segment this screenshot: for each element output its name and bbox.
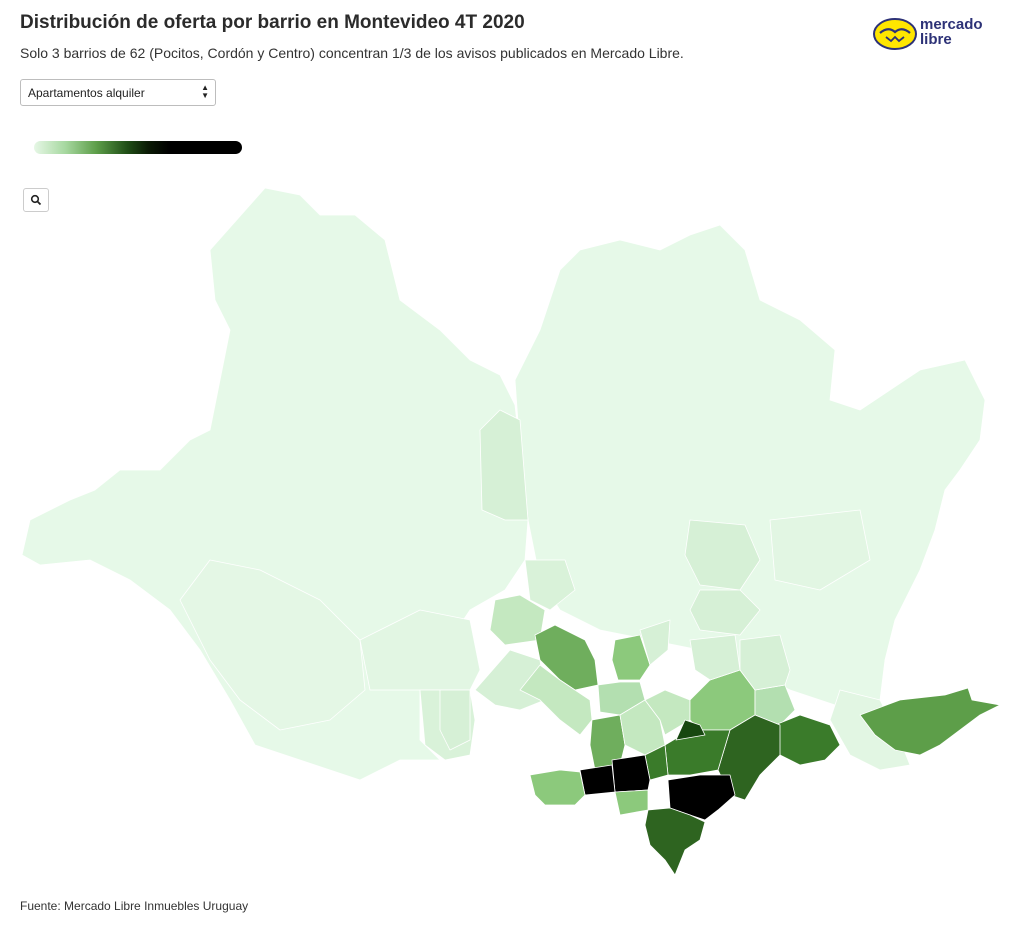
color-legend	[34, 141, 242, 154]
mercado-libre-logo: mercado libre	[872, 14, 1002, 54]
barrio-union[interactable]	[689, 589, 761, 636]
sort-arrows-icon: ▲ ▼	[201, 83, 209, 100]
source-note: Fuente: Mercado Libre Inmuebles Uruguay	[20, 899, 249, 913]
logo-text-line1: mercado	[920, 16, 983, 33]
handshake-logo-icon	[873, 18, 917, 50]
search-icon	[30, 194, 42, 206]
barrio-parque-rodo[interactable]	[614, 789, 649, 816]
barrio-centro[interactable]	[579, 764, 616, 796]
barrio-noreste[interactable]	[514, 224, 986, 711]
barrio-cerro-norte[interactable]	[359, 609, 481, 691]
map-subtitle: Solo 3 barrios de 62 (Pocitos, Cordón y …	[20, 45, 684, 61]
barrio-capurro[interactable]	[519, 664, 593, 736]
barrio-cordon[interactable]	[611, 754, 651, 793]
barrio-punta-carretas[interactable]	[644, 807, 706, 876]
map-title: Distribución de oferta por barrio en Mon…	[20, 12, 525, 33]
barrio-piedras-blancas[interactable]	[769, 509, 871, 591]
barrio-oeste-interior[interactable]	[179, 559, 366, 731]
property-type-select[interactable]: Apartamentos alquiler ▲ ▼	[20, 79, 216, 106]
zoom-button[interactable]	[23, 188, 49, 212]
barrio-carrasco[interactable]	[859, 687, 1001, 756]
barrio-cerro[interactable]	[439, 689, 471, 751]
barrio-la-figurita[interactable]	[639, 619, 671, 666]
barrio-maronas[interactable]	[689, 634, 741, 681]
property-type-select-value: Apartamentos alquiler	[28, 85, 145, 100]
logo-text-line2: libre	[920, 31, 952, 48]
barrio-ciudad-vieja[interactable]	[529, 769, 586, 806]
barrio-malvin[interactable]	[774, 714, 841, 766]
barrio-penarol[interactable]	[524, 559, 576, 611]
barrio-colon[interactable]	[479, 409, 529, 521]
barrio-atahualpa[interactable]	[611, 634, 651, 681]
barrio-la-blanqueada-sur[interactable]	[675, 719, 706, 741]
